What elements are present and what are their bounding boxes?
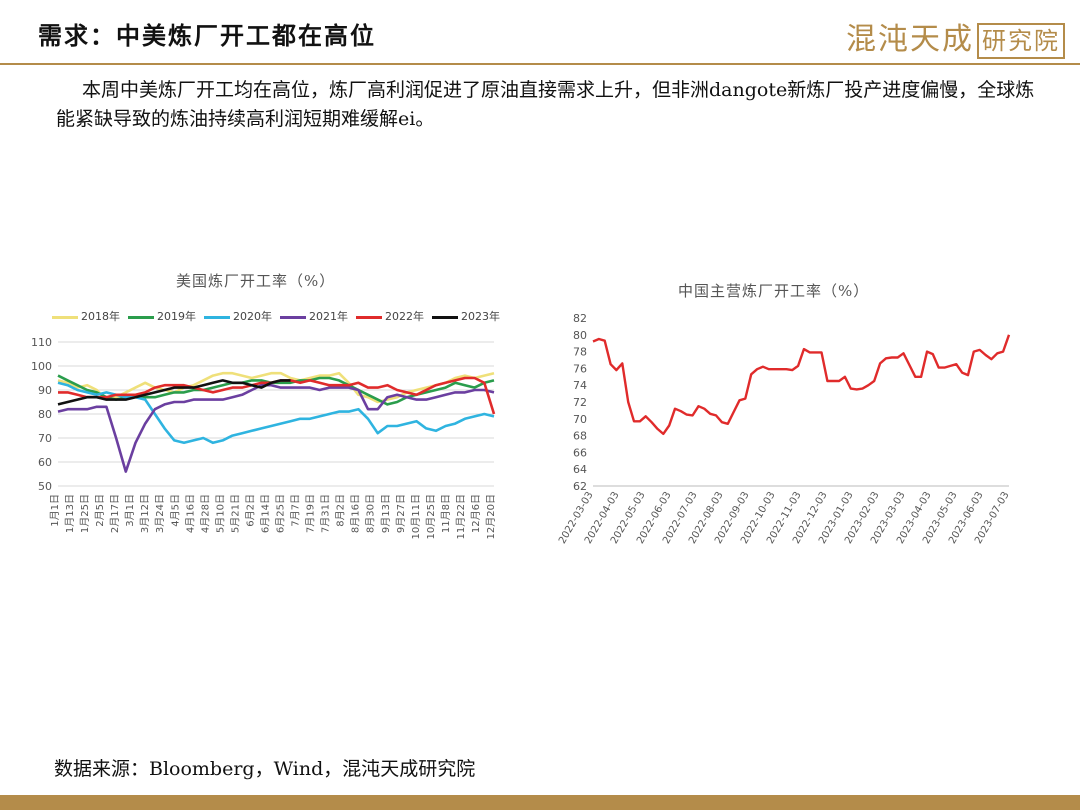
body-paragraph: 本周中美炼厂开工均在高位，炼厂高利润促进了原油直接需求上升，但非洲dangote… <box>56 79 1035 130</box>
slide-header: 需求：中美炼厂开工都在高位 混沌天成 研究院 <box>0 0 1080 64</box>
x-tick-label: 8月30日 <box>365 494 377 533</box>
legend-swatch <box>356 315 382 319</box>
x-tick-label: 1月13日 <box>64 494 76 533</box>
x-tick-label: 6月14日 <box>259 494 271 533</box>
y-tick-label: 66 <box>573 446 587 459</box>
legend-label: 2022年 <box>385 310 424 323</box>
legend-item: 2019年 <box>128 308 196 324</box>
x-tick-label: 7月7日 <box>290 494 302 527</box>
x-tick-label: 4月28日 <box>199 494 211 533</box>
x-tick-label: 7月31日 <box>320 494 332 533</box>
us-chart-title: 美国炼厂开工率（%） <box>176 272 336 290</box>
x-tick-label: 3月24日 <box>154 494 166 533</box>
cn-chart-title: 中国主营炼厂开工率（%） <box>678 282 870 300</box>
x-tick-label: 10月11日 <box>410 494 422 539</box>
x-tick-label: 3月1日 <box>124 494 136 527</box>
y-tick-label: 50 <box>38 480 52 493</box>
legend-swatch <box>432 315 458 319</box>
y-tick-label: 74 <box>573 379 587 392</box>
y-tick-label: 70 <box>573 413 587 426</box>
legend-item: 2022年 <box>356 308 424 324</box>
x-tick-label: 11月22日 <box>455 494 467 539</box>
series-line-cn-utilization <box>592 334 1011 436</box>
page-title: 需求：中美炼厂开工都在高位 <box>38 21 376 50</box>
x-tick-label: 1月25日 <box>79 494 91 533</box>
y-tick-label: 72 <box>573 396 587 409</box>
legend-label: 2019年 <box>157 310 196 323</box>
legend-swatch <box>280 315 306 319</box>
legend-swatch <box>128 315 154 319</box>
header-divider <box>0 63 1080 65</box>
data-source-note: 数据来源：Bloomberg，Wind，混沌天成研究院 <box>54 758 476 780</box>
series-line-2021年 <box>57 383 495 473</box>
y-tick-label: 62 <box>573 480 587 493</box>
legend-label: 2021年 <box>309 310 348 323</box>
series-line-2018年 <box>57 371 495 404</box>
legend-swatch <box>204 315 230 319</box>
x-tick-label: 4月16日 <box>184 494 196 533</box>
x-tick-label: 6月2日 <box>244 494 256 527</box>
x-tick-label: 2月5日 <box>94 494 106 527</box>
legend-swatch <box>52 315 78 319</box>
y-tick-label: 90 <box>38 384 52 397</box>
x-tick-label: 5月21日 <box>229 494 241 533</box>
x-tick-label: 9月27日 <box>395 494 407 533</box>
y-tick-label: 64 <box>573 463 587 476</box>
legend-item: 2018年 <box>52 308 120 324</box>
x-tick-label: 7月19日 <box>305 494 317 533</box>
y-tick-label: 82 <box>573 312 587 325</box>
logo-text: 混沌天成 <box>846 22 974 57</box>
x-tick-label: 11月8日 <box>440 494 452 533</box>
legend-item: 2020年 <box>204 308 272 324</box>
y-tick-label: 60 <box>38 456 52 469</box>
legend-label: 2023年 <box>461 310 500 323</box>
x-tick-label: 12月6日 <box>470 494 482 533</box>
x-tick-label: 3月12日 <box>139 494 151 533</box>
y-tick-label: 110 <box>31 336 52 349</box>
y-tick-label: 68 <box>573 430 587 443</box>
x-tick-label: 6月25日 <box>275 494 287 533</box>
legend-item: 2021年 <box>280 308 348 324</box>
x-tick-label: 4月5日 <box>169 494 181 527</box>
series-line-2023年 <box>57 379 291 406</box>
legend-label: 2018年 <box>81 310 120 323</box>
x-tick-label: 12月20日 <box>485 494 497 539</box>
brand-logo: 混沌天成 研究院 <box>846 14 1065 59</box>
x-tick-label: 10月25日 <box>425 494 437 539</box>
y-tick-label: 70 <box>38 432 52 445</box>
legend-label: 2020年 <box>233 310 272 323</box>
y-tick-label: 78 <box>573 346 587 359</box>
y-tick-label: 100 <box>31 360 52 373</box>
x-tick-label: 8月16日 <box>350 494 362 533</box>
y-tick-label: 80 <box>38 408 52 421</box>
legend-item: 2023年 <box>432 308 500 324</box>
y-tick-label: 76 <box>573 362 587 375</box>
y-tick-label: 80 <box>573 329 587 342</box>
x-tick-label: 9月13日 <box>380 494 392 533</box>
x-tick-label: 1月1日 <box>49 494 61 527</box>
china-refinery-utilization-chart: 62646668707274767880822022-03-032022-04-… <box>557 312 1012 546</box>
logo-boxed-text: 研究院 <box>977 23 1065 59</box>
x-tick-label: 8月2日 <box>335 494 347 527</box>
us-chart-legend: 2018年 2019年 2020年 2021年 2022年 2023年 <box>52 308 508 324</box>
x-tick-label: 5月10日 <box>214 494 226 533</box>
x-tick-label: 2月17日 <box>109 494 121 533</box>
footer-bar <box>0 795 1080 810</box>
